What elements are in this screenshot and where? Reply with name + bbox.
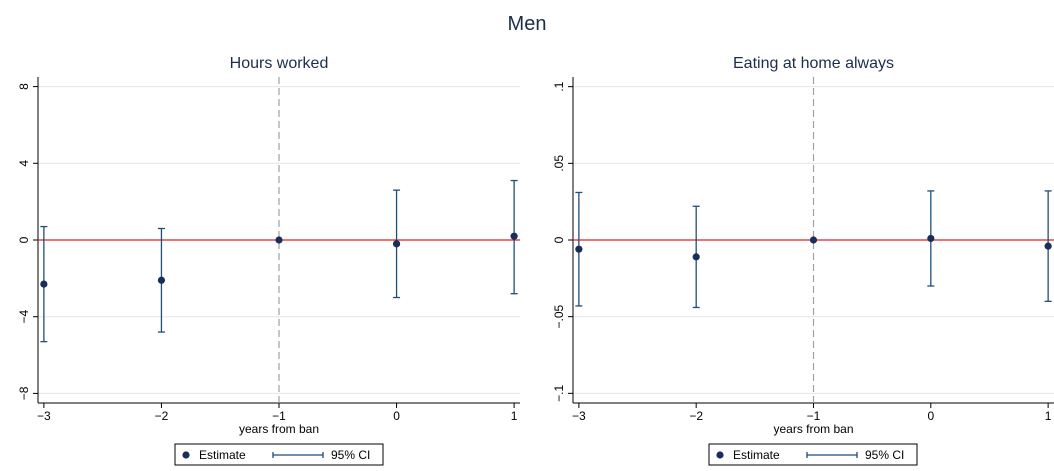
legend: Estimate 95% CI xyxy=(708,443,918,466)
page-title: Men xyxy=(508,13,547,35)
x-tick-label: −3 xyxy=(37,409,51,423)
x-tick-label: 1 xyxy=(1045,409,1052,423)
estimate-point xyxy=(575,245,583,253)
legend: Estimate 95% CI xyxy=(174,443,384,466)
x-tick-label: −2 xyxy=(689,409,703,423)
estimate-point xyxy=(510,232,518,240)
x-axis-label: years from ban xyxy=(773,422,853,436)
panel-eating-at-home: Eating at home always −.1 −.05 0 .05 .1 −3 −2 −1… xyxy=(552,55,1054,466)
legend-ci-label: 95% CI xyxy=(331,448,370,462)
x-axis-label: years from ban xyxy=(239,422,319,436)
estimate-point xyxy=(927,234,935,243)
y-tick-label: .1 xyxy=(552,81,566,91)
y-tick-label: 0 xyxy=(17,236,31,243)
legend-estimate-marker xyxy=(716,451,724,459)
y-tick-label: 8 xyxy=(17,83,31,90)
x-tick-label: 0 xyxy=(393,409,400,423)
legend-ci-label: 95% CI xyxy=(865,448,904,462)
legend-estimate-label: Estimate xyxy=(199,448,246,462)
y-tick-label: −.05 xyxy=(552,305,566,329)
chart-title: Hours worked xyxy=(230,55,329,72)
estimate-point xyxy=(1044,242,1052,250)
x-tick-label: −3 xyxy=(572,409,586,423)
x-tick-label: −1 xyxy=(272,409,286,423)
estimate-point xyxy=(692,253,700,261)
estimate-point xyxy=(40,280,48,288)
y-tick-label: 0 xyxy=(552,236,566,243)
chart-title: Eating at home always xyxy=(733,55,894,72)
estimate-point xyxy=(809,236,818,244)
estimate-point xyxy=(157,276,166,284)
x-tick-label: 0 xyxy=(927,409,934,423)
legend-estimate-label: Estimate xyxy=(733,448,780,462)
panel-hours-worked: Hours worked −8 −4 0 4 8 −3 −2 −1 0 1 years from ba… xyxy=(17,55,520,466)
x-tick-label: −2 xyxy=(155,409,169,423)
legend-estimate-marker xyxy=(182,451,190,459)
y-tick-label: −4 xyxy=(17,310,31,324)
y-tick-label: 4 xyxy=(17,160,31,167)
x-tick-label: −1 xyxy=(807,409,821,423)
y-tick-label: −.1 xyxy=(552,385,566,402)
y-tick-label: .05 xyxy=(552,155,566,172)
estimate-point xyxy=(275,236,283,244)
x-tick-label: 1 xyxy=(511,409,518,423)
y-tick-label: −8 xyxy=(17,386,31,400)
estimate-point xyxy=(392,240,401,248)
